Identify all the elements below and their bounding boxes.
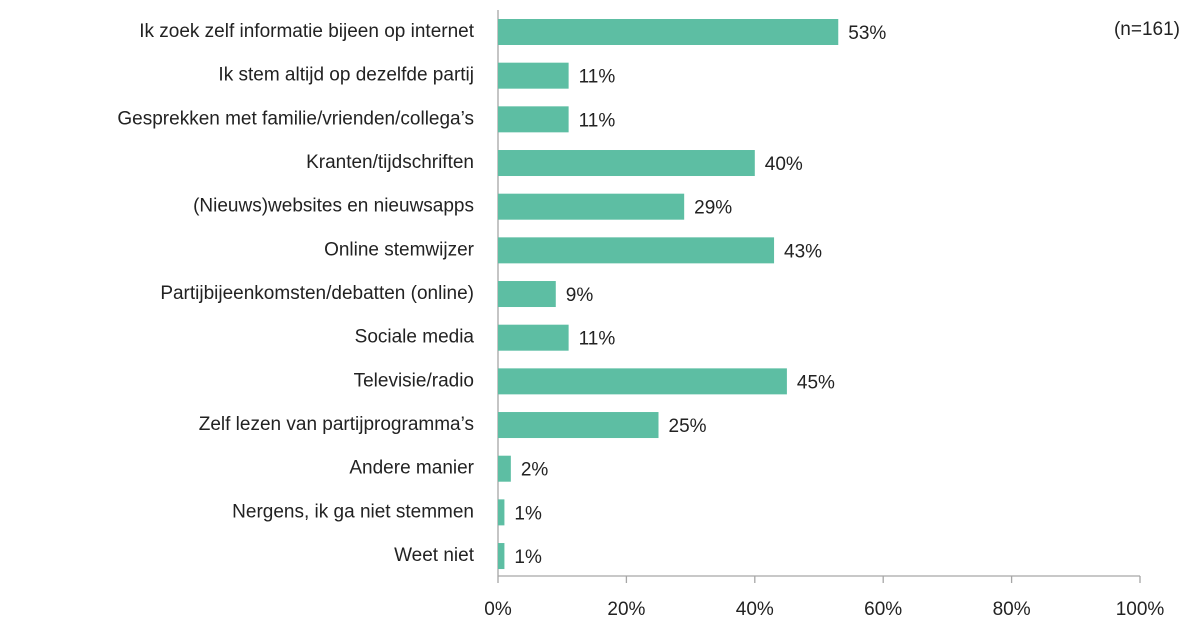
y-tick-label: Nergens, ik ga niet stemmen xyxy=(232,501,474,522)
value-label: 53% xyxy=(848,23,886,44)
x-tick-label: 60% xyxy=(864,599,902,620)
value-label: 29% xyxy=(694,198,732,219)
bar xyxy=(498,150,755,177)
bar xyxy=(498,193,685,220)
x-tick-label: 100% xyxy=(1116,599,1165,620)
value-label: 2% xyxy=(521,460,549,481)
value-label: 11% xyxy=(579,110,616,131)
y-tick-label: Online stemwijzer xyxy=(324,239,475,260)
value-label: 25% xyxy=(669,416,707,437)
bar xyxy=(498,412,659,439)
y-tick-label: Ik stem altijd op dezelfde partij xyxy=(218,65,474,86)
x-tick-label: 40% xyxy=(736,599,774,620)
bar xyxy=(498,543,505,570)
value-label: 1% xyxy=(514,503,542,524)
y-tick-label: Ik zoek zelf informatie bijeen op intern… xyxy=(139,21,475,42)
y-tick-label: Sociale media xyxy=(355,327,475,348)
y-tick-label: Andere manier xyxy=(349,458,474,479)
bar xyxy=(498,499,505,526)
value-label: 40% xyxy=(765,154,803,175)
value-label: 43% xyxy=(784,241,822,262)
y-tick-label: Partijbijeenkomsten/debatten (online) xyxy=(160,283,474,304)
bar xyxy=(498,19,839,45)
bar xyxy=(498,106,569,133)
annotation: (n=161) xyxy=(1114,19,1180,40)
bar xyxy=(498,62,569,89)
bar xyxy=(498,324,569,351)
y-tick-label: Weet niet xyxy=(394,545,475,566)
bar xyxy=(498,368,787,395)
y-tick-label: Gesprekken met familie/vrienden/collega’… xyxy=(117,108,474,129)
y-tick-label: (Nieuws)websites en nieuwsapps xyxy=(193,196,474,217)
y-tick-label: Televisie/radio xyxy=(354,370,474,391)
x-tick-label: 80% xyxy=(993,599,1031,620)
x-tick-label: 20% xyxy=(607,599,645,620)
bar xyxy=(498,455,511,482)
value-label: 1% xyxy=(514,547,542,568)
y-tick-label: Kranten/tijdschriften xyxy=(306,152,474,173)
y-tick-label: Zelf lezen van partijprogramma’s xyxy=(199,414,474,435)
bar xyxy=(498,281,556,308)
value-label: 45% xyxy=(797,372,835,393)
x-tick-label: 0% xyxy=(484,599,512,620)
value-label: 9% xyxy=(566,285,594,306)
value-label: 11% xyxy=(579,67,616,88)
bar xyxy=(498,237,775,264)
value-label: 11% xyxy=(579,329,616,350)
